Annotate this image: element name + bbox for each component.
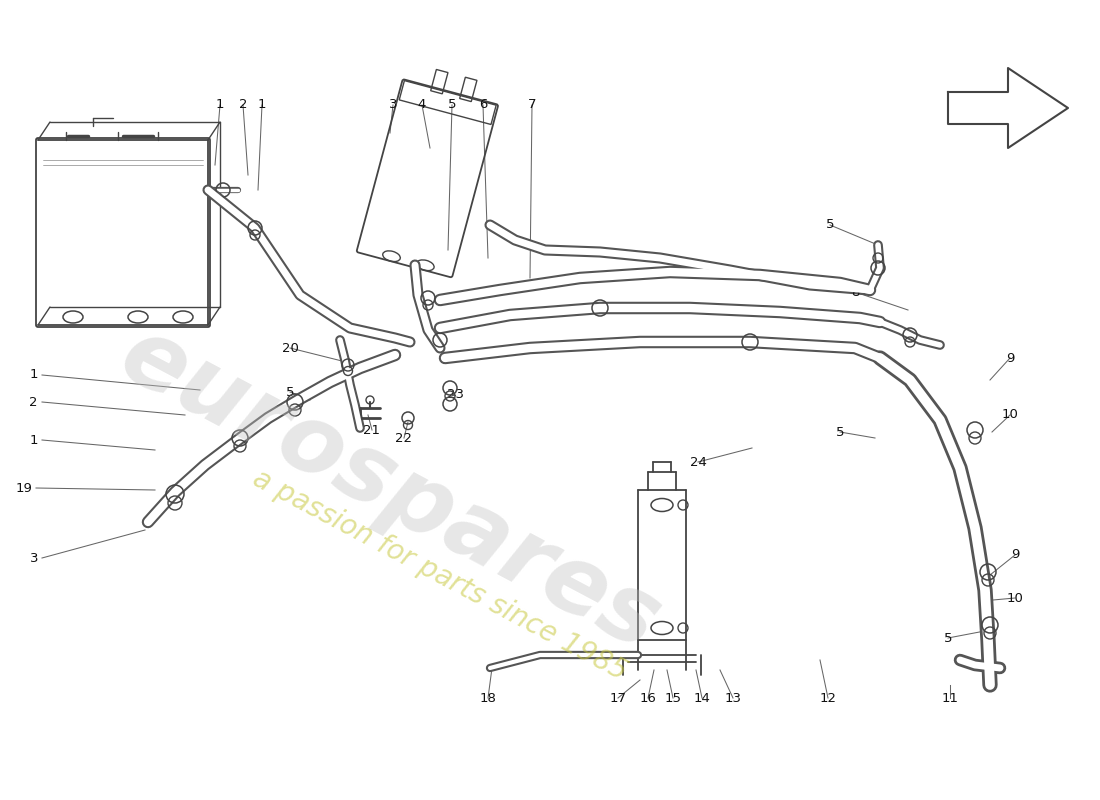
Text: 9: 9: [1011, 549, 1020, 562]
Text: 2: 2: [30, 395, 38, 409]
Text: 6: 6: [478, 98, 487, 111]
Text: 5: 5: [826, 218, 834, 231]
Text: 1: 1: [257, 98, 266, 111]
Text: 7: 7: [528, 98, 537, 111]
Text: 17: 17: [609, 691, 627, 705]
Text: 3: 3: [30, 551, 38, 565]
Text: a passion for parts since 1985: a passion for parts since 1985: [249, 464, 631, 686]
Text: 20: 20: [282, 342, 298, 354]
Text: 5: 5: [286, 386, 295, 398]
Bar: [460, 78, 477, 102]
Text: 5: 5: [836, 426, 845, 438]
Text: 4: 4: [418, 98, 426, 111]
Bar: [431, 70, 448, 94]
Text: 2: 2: [239, 98, 248, 111]
Text: 10: 10: [1006, 591, 1023, 605]
Text: 15: 15: [664, 691, 682, 705]
Text: 21: 21: [363, 423, 381, 437]
Text: 5: 5: [944, 631, 953, 645]
Text: 22: 22: [396, 431, 412, 445]
Text: 13: 13: [725, 691, 741, 705]
Text: 5: 5: [448, 98, 456, 111]
Text: 11: 11: [942, 691, 958, 705]
Bar: [399, 81, 496, 125]
Text: 1: 1: [216, 98, 224, 111]
Text: 9: 9: [1005, 351, 1014, 365]
Text: 1: 1: [30, 369, 38, 382]
Text: 8: 8: [850, 286, 859, 298]
Text: 3: 3: [388, 98, 397, 111]
Text: 24: 24: [690, 455, 706, 469]
Text: 23: 23: [447, 389, 463, 402]
Text: 18: 18: [480, 691, 496, 705]
Text: 16: 16: [639, 691, 657, 705]
Text: 1: 1: [30, 434, 38, 446]
Text: 19: 19: [15, 482, 32, 494]
Text: 12: 12: [820, 691, 836, 705]
Text: 14: 14: [694, 691, 711, 705]
Text: eurospares: eurospares: [104, 309, 675, 671]
Text: 10: 10: [1002, 409, 1019, 422]
